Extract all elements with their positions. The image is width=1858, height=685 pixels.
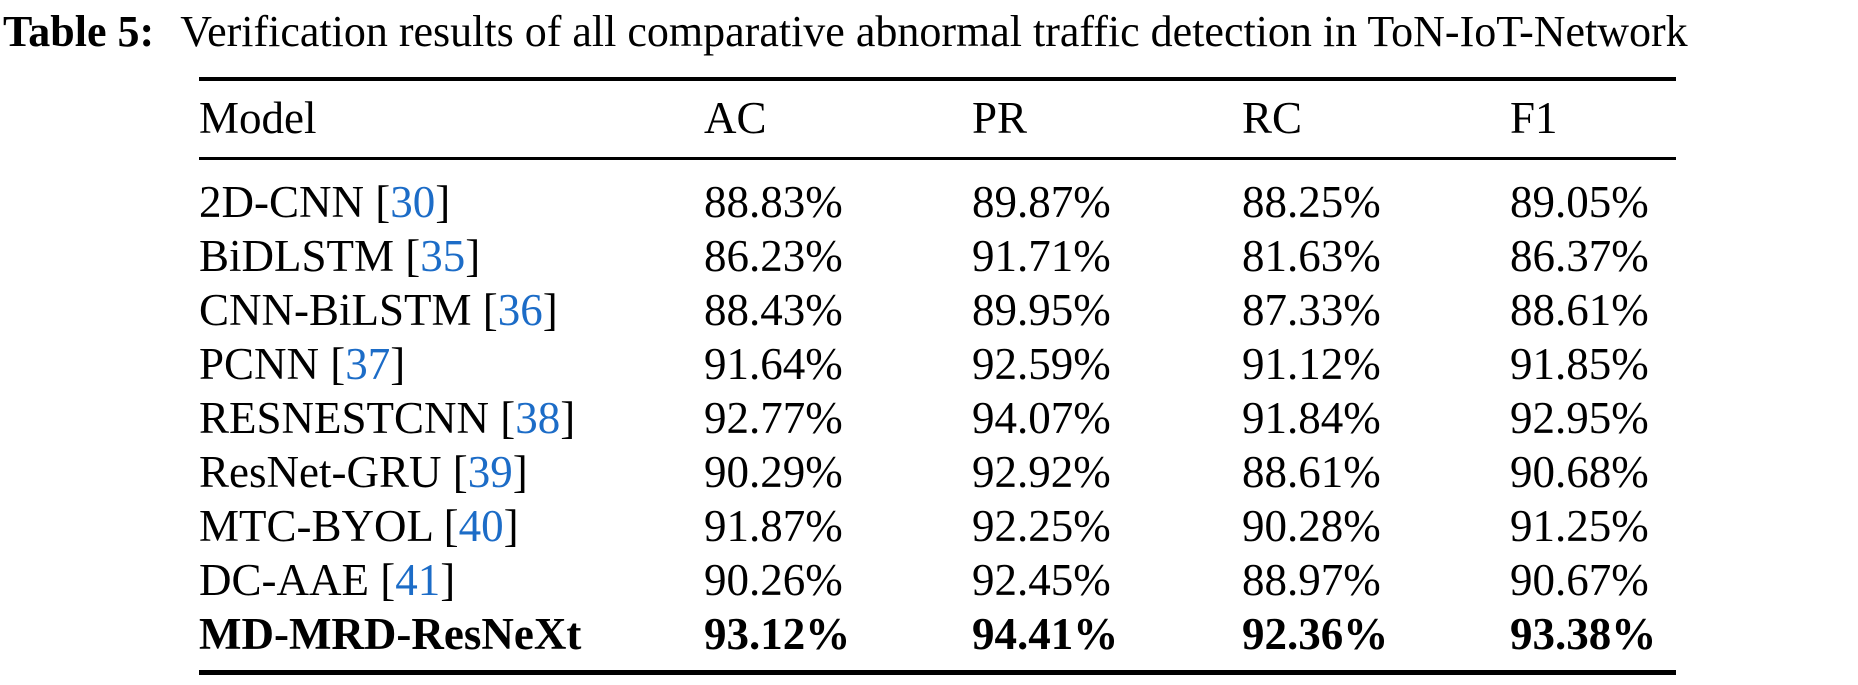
citation-link[interactable]: 38 — [515, 393, 561, 443]
cell-f1: 90.67% — [1510, 555, 1649, 605]
cell-ac: 90.29% — [704, 447, 843, 497]
paper-table-figure: Table 5: Verification results of all comp… — [0, 6, 1858, 675]
cell-f1: 86.37% — [1510, 231, 1649, 281]
citation-link[interactable]: 36 — [497, 285, 543, 335]
model-name: ResNet-GRU — [199, 447, 442, 497]
table-row: DC-AAE [41] 90.26% 92.45% 88.97% 90.67% — [199, 553, 1676, 607]
cell-ac: 88.83% — [704, 177, 843, 227]
cell-model: BiDLSTM [35] — [199, 231, 481, 281]
cell-model: DC-AAE [41] — [199, 555, 456, 605]
cell-pr: 92.45% — [972, 555, 1111, 605]
col-header-pr: PR — [972, 79, 1242, 160]
cell-f1: 89.05% — [1510, 177, 1649, 227]
citation-link[interactable]: 40 — [458, 501, 504, 551]
cell-model: ResNet-GRU [39] — [199, 447, 528, 497]
cell-ac: 93.12% — [704, 609, 851, 659]
model-name: DC-AAE — [199, 555, 369, 605]
cell-ac: 90.26% — [704, 555, 843, 605]
cell-rc: 88.25% — [1242, 177, 1381, 227]
cell-model: PCNN [37] — [199, 339, 406, 389]
cell-pr: 89.95% — [972, 285, 1111, 335]
cell-pr: 92.92% — [972, 447, 1111, 497]
table-row: PCNN [37] 91.64% 92.59% 91.12% 91.85% — [199, 337, 1676, 391]
table-row: MTC-BYOL [40] 91.87% 92.25% 90.28% 91.25% — [199, 499, 1676, 553]
cell-pr: 94.07% — [972, 393, 1111, 443]
cell-pr: 89.87% — [972, 177, 1111, 227]
model-name: RESNESTCNN — [199, 393, 490, 443]
cell-f1: 91.85% — [1510, 339, 1649, 389]
model-name: PCNN — [199, 339, 320, 389]
col-header-ac: AC — [704, 79, 972, 160]
citation-link[interactable]: 37 — [345, 339, 391, 389]
model-name: MD-MRD-ResNeXt — [199, 609, 582, 659]
cell-rc: 90.28% — [1242, 501, 1381, 551]
model-name: CNN-BiLSTM — [199, 285, 472, 335]
cell-pr: 92.25% — [972, 501, 1111, 551]
cell-ac: 88.43% — [704, 285, 843, 335]
col-header-rc: RC — [1242, 79, 1510, 160]
table-row: RESNESTCNN [38] 92.77% 94.07% 91.84% 92.95% — [199, 391, 1676, 445]
cell-model: MD-MRD-ResNeXt — [199, 607, 704, 673]
cell-ac: 92.77% — [704, 393, 843, 443]
cell-model: RESNESTCNN [38] — [199, 393, 576, 443]
cell-ac: 86.23% — [704, 231, 843, 281]
cell-rc: 81.63% — [1242, 231, 1381, 281]
model-name: 2D-CNN — [199, 177, 364, 227]
cell-pr: 94.41% — [972, 609, 1119, 659]
cell-pr: 91.71% — [972, 231, 1111, 281]
cell-rc: 91.12% — [1242, 339, 1381, 389]
model-name: BiDLSTM — [199, 231, 395, 281]
cell-pr: 92.59% — [972, 339, 1111, 389]
cell-f1: 93.38% — [1510, 609, 1657, 659]
cell-f1: 88.61% — [1510, 285, 1649, 335]
model-name: MTC-BYOL — [199, 501, 433, 551]
table-caption-text: Verification results of all comparative … — [180, 7, 1688, 56]
table-row: 2D-CNN [30] 88.83% 89.87% 88.25% 89.05% — [199, 159, 1676, 230]
table-row: BiDLSTM [35] 86.23% 91.71% 81.63% 86.37% — [199, 229, 1676, 283]
results-table: Model AC PR RC F1 2D-CNN [30] 88.83% 89.87… — [199, 77, 1676, 675]
cell-rc: 87.33% — [1242, 285, 1381, 335]
citation-link[interactable]: 35 — [420, 231, 466, 281]
col-header-model: Model — [199, 79, 704, 160]
citation-link[interactable]: 30 — [390, 177, 436, 227]
table-caption-label: Table 5: — [3, 7, 155, 56]
cell-rc: 88.97% — [1242, 555, 1381, 605]
citation-link[interactable]: 41 — [395, 555, 441, 605]
cell-rc: 91.84% — [1242, 393, 1381, 443]
cell-f1: 91.25% — [1510, 501, 1649, 551]
col-header-f1: F1 — [1510, 79, 1676, 160]
cell-ac: 91.64% — [704, 339, 843, 389]
cell-rc: 88.61% — [1242, 447, 1381, 497]
cell-f1: 92.95% — [1510, 393, 1649, 443]
cell-f1: 90.68% — [1510, 447, 1649, 497]
cell-model: MTC-BYOL [40] — [199, 501, 519, 551]
table-row: ResNet-GRU [39] 90.29% 92.92% 88.61% 90.68% — [199, 445, 1676, 499]
cell-ac: 91.87% — [704, 501, 843, 551]
header-row: Model AC PR RC F1 — [199, 79, 1676, 160]
table-row: MD-MRD-ResNeXt 93.12% 94.41% 92.36% 93.38% — [199, 607, 1676, 673]
citation-link[interactable]: 39 — [467, 447, 513, 497]
table-caption: Table 5: Verification results of all comp… — [3, 6, 1858, 57]
cell-rc: 92.36% — [1242, 609, 1389, 659]
cell-model: 2D-CNN [30] — [199, 177, 451, 227]
table-row: CNN-BiLSTM [36] 88.43% 89.95% 87.33% 88.61% — [199, 283, 1676, 337]
cell-model: CNN-BiLSTM [36] — [199, 285, 558, 335]
